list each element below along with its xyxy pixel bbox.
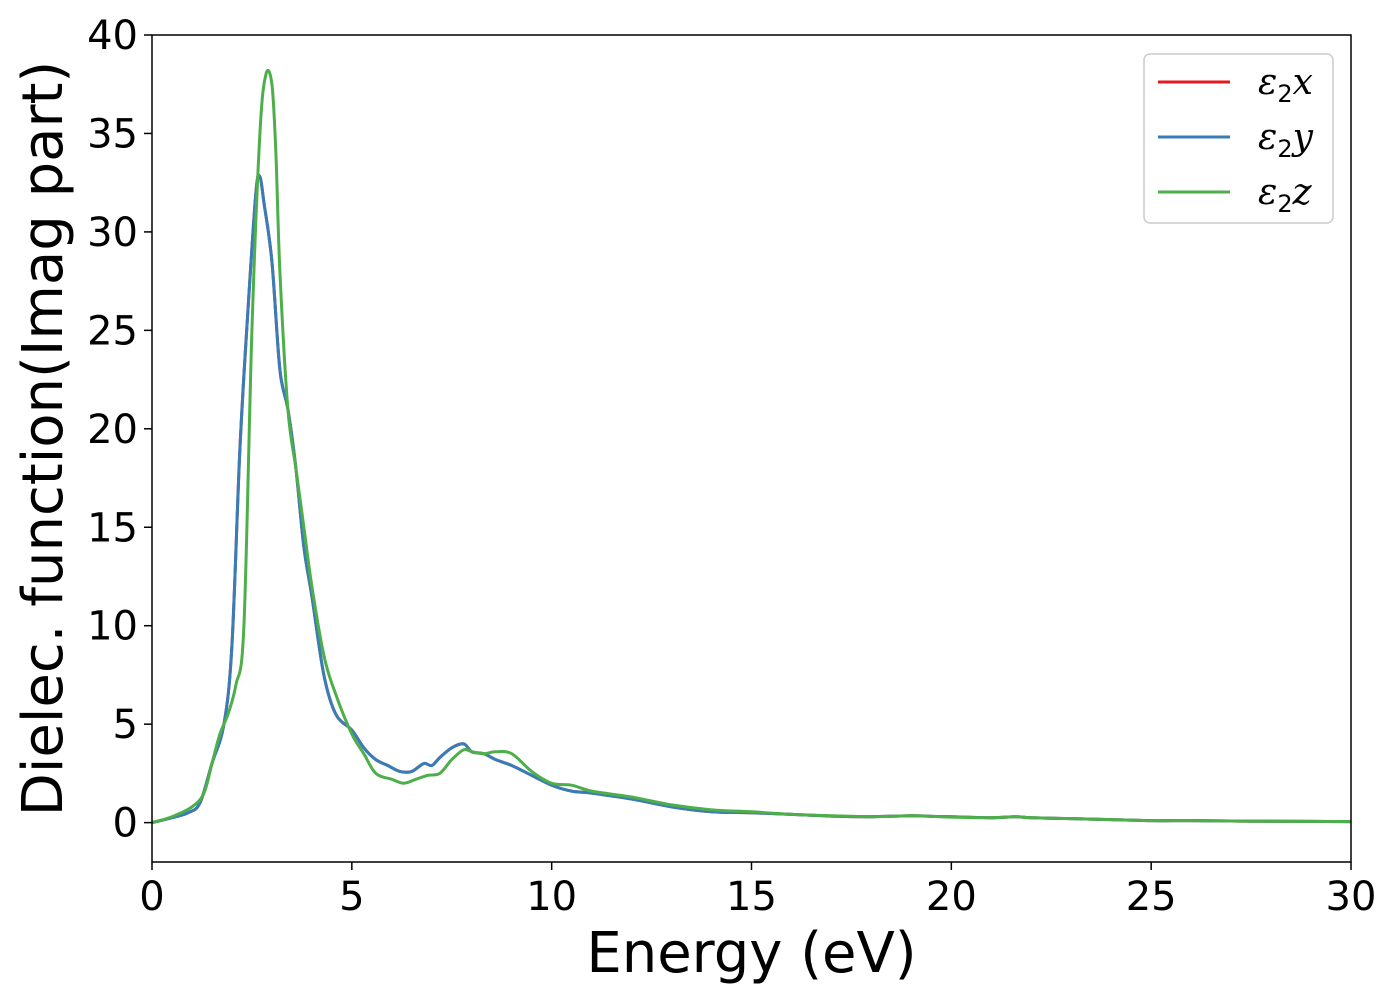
legend-box: [1143, 53, 1334, 224]
y-tick-label: 10: [87, 604, 138, 650]
legend: ε2x ε2y ε2z: [1143, 53, 1334, 224]
x-tick-label: 25: [1126, 874, 1177, 920]
y-tick-label: 5: [113, 702, 138, 748]
x-axis-title: Energy (eV): [586, 921, 916, 986]
y-axis-title: Dielec. function(Imag part): [11, 61, 76, 817]
y-tick-label: 0: [113, 801, 138, 847]
y-tick-label: 40: [87, 13, 138, 59]
y-tick-label: 30: [87, 210, 138, 256]
legend-label: ε2x: [1258, 62, 1313, 108]
y-tick-label: 20: [87, 407, 138, 453]
x-tick-label: 10: [526, 874, 577, 920]
x-axis-ticks: 0 5 10 15 20 25 30: [139, 862, 1376, 920]
series-line-y: [152, 173, 1351, 825]
y-tick-label: 25: [87, 308, 138, 354]
x-tick-label: 5: [339, 874, 364, 920]
series-line-x: [152, 173, 1351, 825]
legend-label: ε2y: [1258, 117, 1314, 163]
x-tick-label: 20: [926, 874, 977, 920]
plot-lines: [152, 68, 1351, 825]
legend-label: ε2z: [1258, 172, 1313, 218]
x-tick-label: 0: [139, 874, 164, 920]
x-tick-label: 30: [1326, 874, 1377, 920]
y-tick-label: 35: [87, 111, 138, 157]
y-tick-label: 15: [87, 505, 138, 551]
x-tick-label: 15: [726, 874, 777, 920]
y-axis-ticks: 0 5 10 15 20 25 30 35 40: [87, 13, 152, 847]
series-line-z: [152, 68, 1351, 825]
